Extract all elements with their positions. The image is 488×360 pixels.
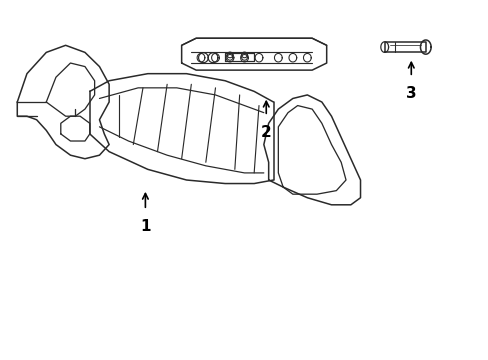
Text: 3: 3 bbox=[405, 86, 416, 101]
Text: 1: 1 bbox=[140, 219, 150, 234]
Text: 2: 2 bbox=[260, 125, 271, 140]
